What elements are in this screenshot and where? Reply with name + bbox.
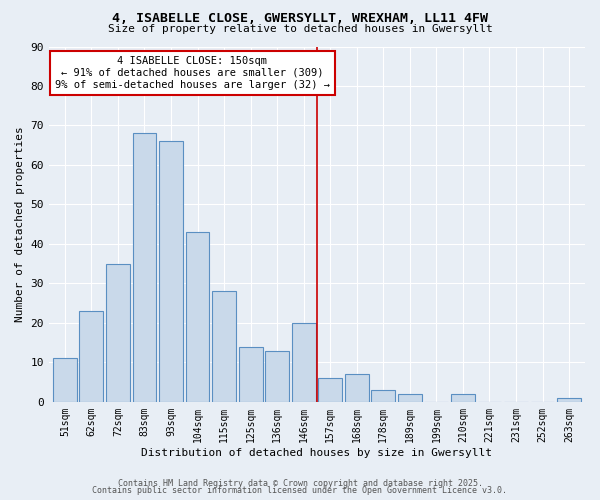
Bar	[265, 350, 289, 402]
Text: Size of property relative to detached houses in Gwersyllt: Size of property relative to detached ho…	[107, 24, 493, 34]
Bar	[345, 374, 369, 402]
Bar	[398, 394, 422, 402]
Text: Contains HM Land Registry data © Crown copyright and database right 2025.: Contains HM Land Registry data © Crown c…	[118, 478, 482, 488]
Bar	[185, 232, 209, 402]
Bar	[106, 264, 130, 402]
Bar	[159, 142, 183, 402]
Bar	[451, 394, 475, 402]
Bar	[318, 378, 342, 402]
Bar	[239, 346, 263, 402]
Bar	[133, 134, 157, 402]
Text: 4 ISABELLE CLOSE: 150sqm
← 91% of detached houses are smaller (309)
9% of semi-d: 4 ISABELLE CLOSE: 150sqm ← 91% of detach…	[55, 56, 330, 90]
Text: 4, ISABELLE CLOSE, GWERSYLLT, WREXHAM, LL11 4FW: 4, ISABELLE CLOSE, GWERSYLLT, WREXHAM, L…	[112, 12, 488, 26]
Bar	[371, 390, 395, 402]
Bar	[212, 292, 236, 402]
Bar	[79, 311, 103, 402]
Bar	[53, 358, 77, 402]
Y-axis label: Number of detached properties: Number of detached properties	[15, 126, 25, 322]
Text: Contains public sector information licensed under the Open Government Licence v3: Contains public sector information licen…	[92, 486, 508, 495]
X-axis label: Distribution of detached houses by size in Gwersyllt: Distribution of detached houses by size …	[142, 448, 493, 458]
Bar	[292, 323, 316, 402]
Bar	[557, 398, 581, 402]
